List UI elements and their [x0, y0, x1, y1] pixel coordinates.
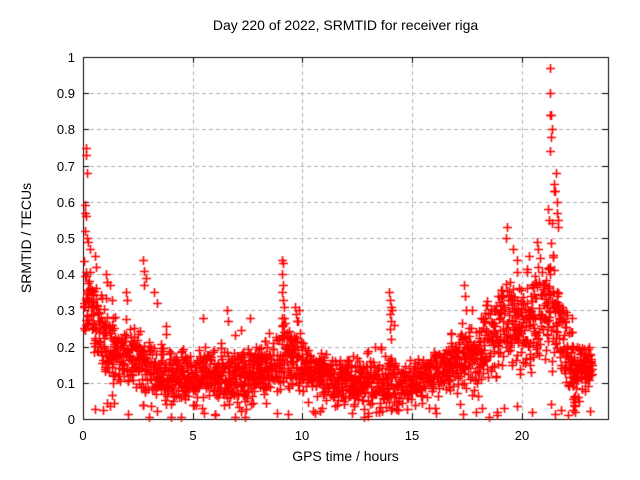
y-tick-label: 0.2: [56, 340, 75, 355]
y-tick-label: 1: [67, 50, 75, 65]
y-tick-label: 0.5: [56, 231, 75, 246]
x-tick-label: 20: [514, 428, 530, 443]
x-tick-label: 10: [294, 428, 310, 443]
y-tick-label: 0.6: [56, 195, 75, 210]
y-tick-label: 0.8: [56, 122, 75, 137]
y-tick-label: 0.3: [56, 303, 75, 318]
y-tick-label: 0.9: [56, 86, 75, 101]
x-tick-label: 15: [404, 428, 420, 443]
y-tick-label: 0.7: [56, 159, 75, 174]
x-tick-label: 0: [79, 428, 87, 443]
x-axis-label: GPS time / hours: [292, 448, 399, 464]
y-tick-label: 0: [67, 412, 75, 427]
chart-title: Day 220 of 2022, SRMTID for receiver rig…: [212, 17, 479, 33]
y-tick-label: 0.4: [56, 267, 75, 282]
x-tick-label: 5: [189, 428, 197, 443]
y-tick-label: 0.1: [56, 376, 75, 391]
y-axis-label: SRMTID / TECUs: [18, 182, 34, 294]
